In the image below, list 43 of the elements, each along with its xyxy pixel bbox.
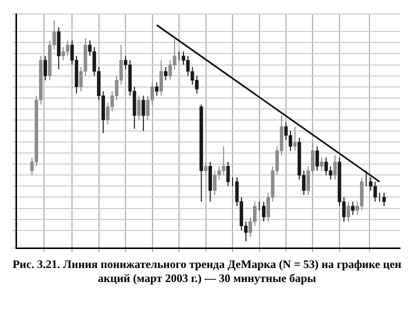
candlestick <box>244 221 248 242</box>
candlestick <box>56 26 61 70</box>
candlestick <box>320 156 324 172</box>
candlestick <box>150 82 154 106</box>
candlestick <box>226 161 230 187</box>
candlestick <box>346 201 350 222</box>
candlestick <box>373 181 377 202</box>
candlestick <box>159 60 164 96</box>
candlestick <box>204 161 208 176</box>
candlestick <box>30 156 34 176</box>
candlestick <box>355 201 360 216</box>
candlestick <box>142 95 146 132</box>
candlestick <box>252 201 257 226</box>
candlestick <box>248 216 252 238</box>
candlestick <box>360 176 364 211</box>
candlestick <box>382 192 386 207</box>
candlestick <box>262 201 266 222</box>
candlestick <box>52 20 56 50</box>
candlestick <box>222 146 226 176</box>
candlestick <box>328 166 332 180</box>
candlestick <box>92 46 96 76</box>
candlestick <box>61 46 65 61</box>
candlestick <box>324 156 328 176</box>
candlestick <box>186 55 190 76</box>
candlestick <box>146 95 150 120</box>
candlestick <box>212 170 217 196</box>
candlestick <box>351 201 355 216</box>
candlestick <box>43 55 48 81</box>
candlestick <box>288 130 292 152</box>
text: Рис. 3.21. Линия понижательного тренда ДеМарка (N = 53) на графике цен акций (март 2003 г.) — 30 минутные бары <box>12 258 402 286</box>
candlestick <box>195 75 199 94</box>
candlestick <box>154 82 159 96</box>
candlestick <box>79 66 83 92</box>
candlestick <box>88 40 92 56</box>
candlestick <box>315 146 320 172</box>
candlestick <box>208 161 212 202</box>
candlestick <box>333 154 337 180</box>
candlestick <box>190 66 194 86</box>
candlestick <box>293 126 297 152</box>
candlestick <box>164 66 168 81</box>
candlestick <box>66 40 70 56</box>
candlestick <box>168 60 172 81</box>
candlestick <box>137 95 141 120</box>
